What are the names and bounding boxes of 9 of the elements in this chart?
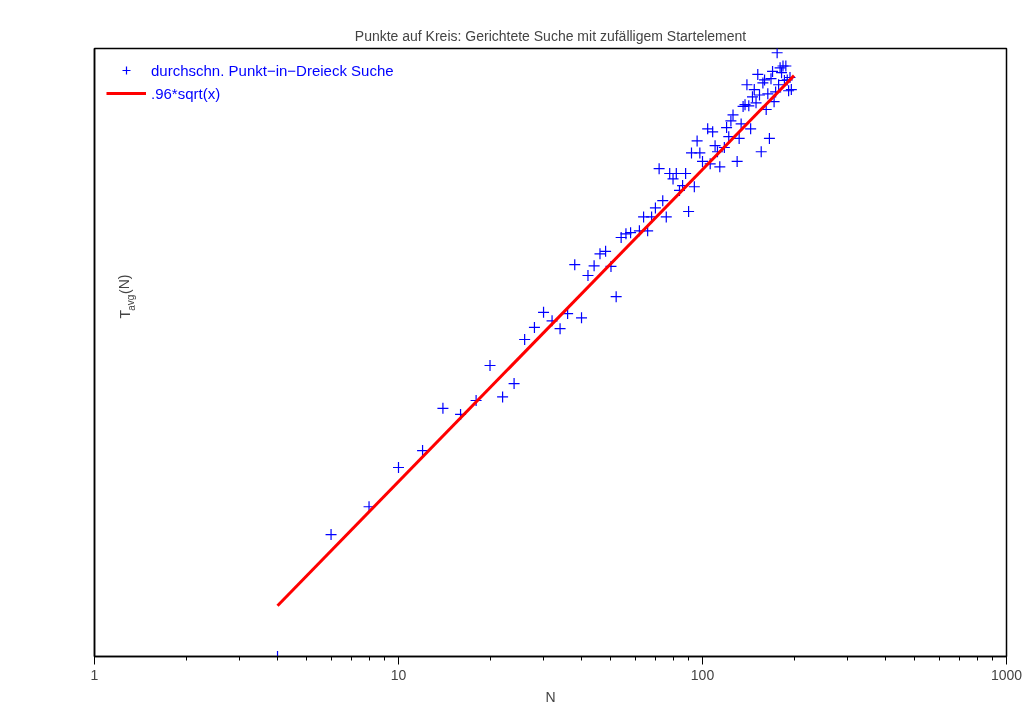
- y-axis-title: Tavg(N): [116, 274, 137, 319]
- legend-label: durchschn. Punkt−in−Dreieck Suche: [151, 61, 394, 79]
- x-tick-label: 10: [390, 666, 407, 683]
- chart-title: Punkte auf Kreis: Gerichtete Suche mit zufälligem Startelement: [354, 27, 747, 44]
- x-axis-title: N: [545, 688, 556, 705]
- legend-label: .96*sqrt(x): [151, 84, 221, 102]
- x-tick-label: 1000: [990, 666, 1023, 683]
- x-tick-label: 100: [690, 666, 715, 683]
- x-tick-label: 1: [90, 666, 99, 683]
